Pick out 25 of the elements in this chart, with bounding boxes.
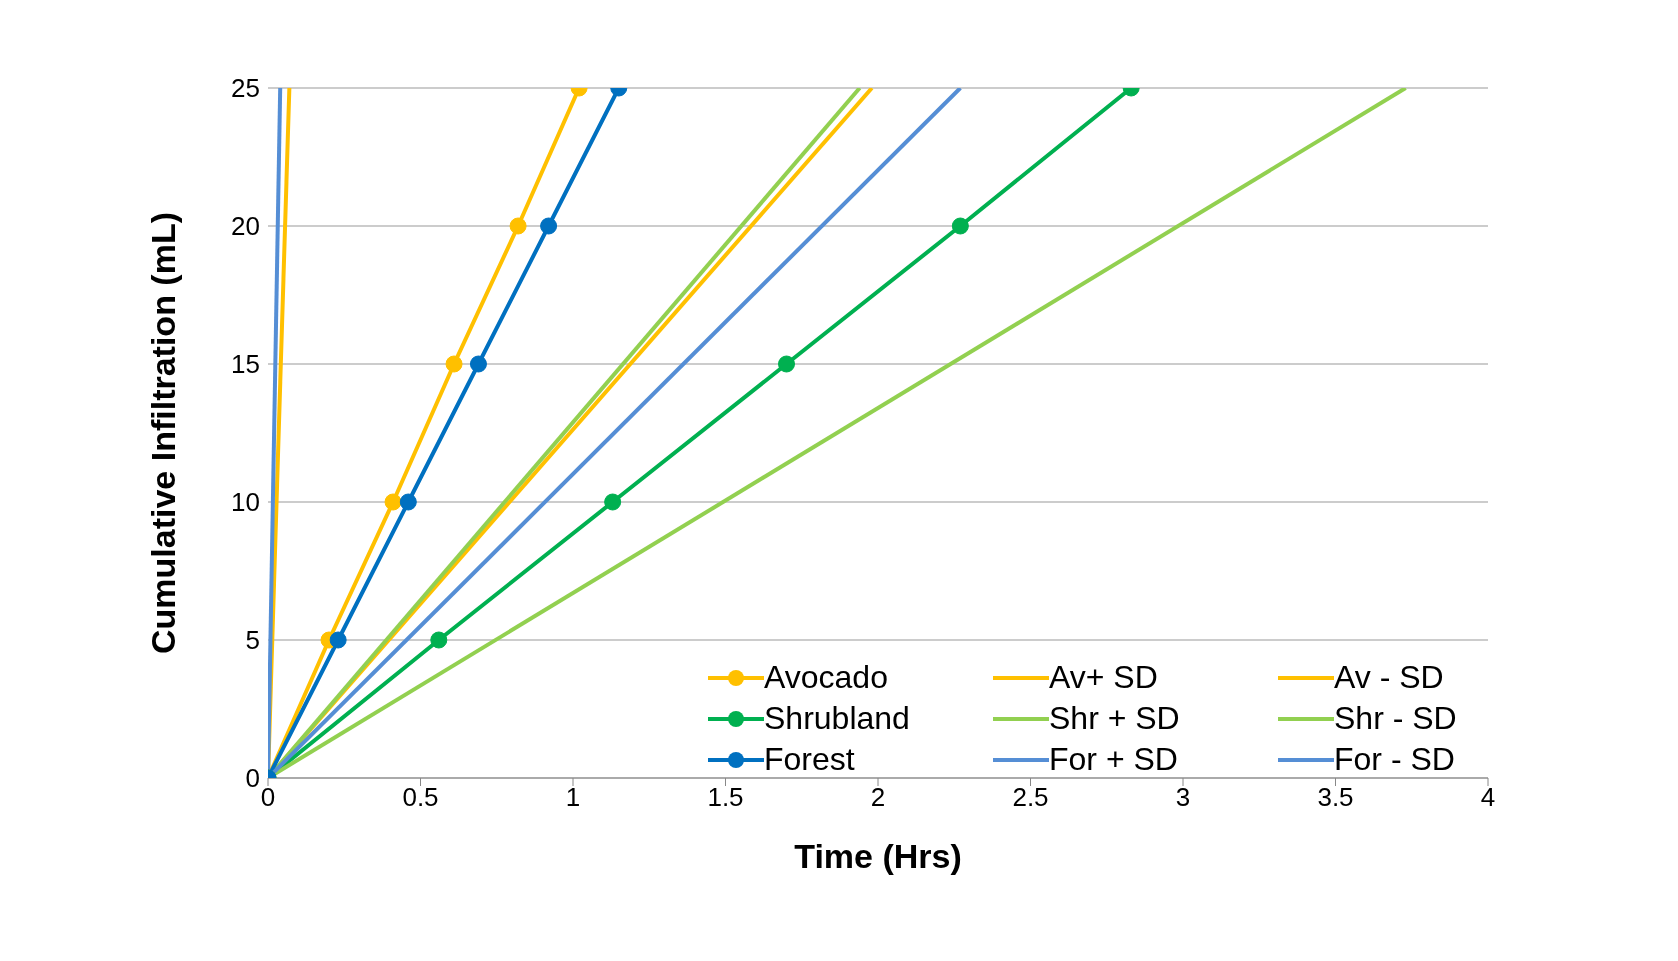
y-tick-label: 0 xyxy=(245,763,260,794)
legend-label: For - SD xyxy=(1334,741,1455,778)
x-tick-label: 4 xyxy=(1480,782,1496,813)
x-tick-label: 1 xyxy=(565,782,581,813)
legend-label: Avocado xyxy=(764,659,888,696)
legend-label: Shr + SD xyxy=(1049,700,1180,737)
legend-label: Shrubland xyxy=(764,700,910,737)
y-tick-label: 15 xyxy=(231,349,260,380)
x-tick-label: 0.5 xyxy=(402,782,439,813)
y-tick-label: 25 xyxy=(231,73,260,104)
y-tick-label: 5 xyxy=(245,625,260,656)
y-tick-label: 10 xyxy=(231,487,260,518)
legend-label: Shr - SD xyxy=(1334,700,1457,737)
legend-label: Forest xyxy=(764,741,855,778)
x-tick-label: 3.5 xyxy=(1317,782,1354,813)
x-tick-label: 3 xyxy=(1175,782,1191,813)
legend-label: Av - SD xyxy=(1334,659,1444,696)
x-axis-title: Time (Hrs) xyxy=(794,837,962,875)
x-tick-label: 2 xyxy=(870,782,886,813)
x-tick-label: 2.5 xyxy=(1012,782,1049,813)
legend-label: For + SD xyxy=(1049,741,1178,778)
y-axis-title: Cumulative Infiltration (mL) xyxy=(144,212,183,654)
y-tick-label: 20 xyxy=(231,211,260,242)
x-tick-label: 1.5 xyxy=(707,782,744,813)
legend-label: Av+ SD xyxy=(1049,659,1158,696)
